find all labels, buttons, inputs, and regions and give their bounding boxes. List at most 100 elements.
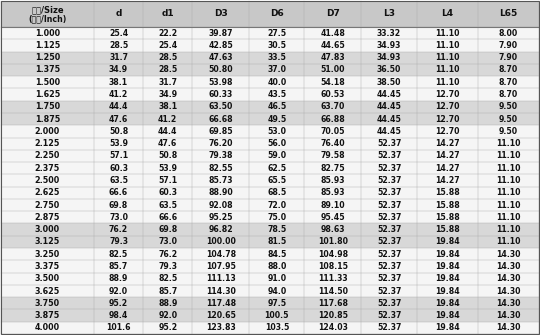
Text: 34.93: 34.93 [377, 41, 401, 50]
Text: 19.84: 19.84 [435, 323, 460, 332]
Text: 15.88: 15.88 [435, 213, 460, 222]
Text: 28.5: 28.5 [158, 53, 177, 62]
Text: 94.0: 94.0 [267, 286, 287, 295]
Text: 52.37: 52.37 [377, 201, 401, 210]
Text: 1.500: 1.500 [35, 78, 60, 87]
Text: 14.30: 14.30 [496, 299, 521, 308]
Text: 39.87: 39.87 [208, 28, 233, 38]
Text: 111.13: 111.13 [206, 274, 235, 283]
Text: 19.84: 19.84 [435, 274, 460, 283]
Text: 76.40: 76.40 [321, 139, 345, 148]
Text: 52.37: 52.37 [377, 311, 401, 320]
Text: 103.5: 103.5 [265, 323, 289, 332]
Text: 3.750: 3.750 [35, 299, 60, 308]
Text: 79.38: 79.38 [208, 151, 233, 160]
Text: 22.2: 22.2 [158, 28, 177, 38]
Bar [1, 138, 539, 150]
Text: 44.4: 44.4 [158, 127, 178, 136]
Text: 104.98: 104.98 [318, 250, 348, 259]
Text: 15.88: 15.88 [435, 188, 460, 197]
Text: 2.750: 2.750 [35, 201, 60, 210]
Text: 63.50: 63.50 [208, 102, 233, 111]
Text: 11.10: 11.10 [435, 41, 460, 50]
Text: 85.93: 85.93 [321, 176, 345, 185]
Text: 57.1: 57.1 [158, 176, 177, 185]
Text: 52.37: 52.37 [377, 274, 401, 283]
Text: 78.5: 78.5 [267, 225, 287, 234]
Text: 8.00: 8.00 [499, 28, 518, 38]
Bar [1, 285, 539, 297]
Text: 69.8: 69.8 [109, 201, 128, 210]
Text: 76.20: 76.20 [208, 139, 233, 148]
Text: 36.50: 36.50 [377, 65, 401, 74]
Text: 53.0: 53.0 [267, 127, 286, 136]
Text: 3.500: 3.500 [35, 274, 60, 283]
Text: 63.70: 63.70 [321, 102, 345, 111]
Text: 117.48: 117.48 [206, 299, 236, 308]
Text: 52.37: 52.37 [377, 286, 401, 295]
Text: 79.3: 79.3 [109, 238, 128, 247]
Text: 14.27: 14.27 [435, 151, 460, 160]
Text: 41.48: 41.48 [321, 28, 346, 38]
Text: 92.0: 92.0 [158, 311, 177, 320]
Text: 56.0: 56.0 [267, 139, 286, 148]
Text: 2.625: 2.625 [35, 188, 60, 197]
Text: 52.37: 52.37 [377, 250, 401, 259]
Text: d1: d1 [161, 9, 174, 18]
Text: 11.10: 11.10 [435, 65, 460, 74]
Bar [1, 101, 539, 113]
Text: 101.6: 101.6 [106, 323, 131, 332]
Text: 82.5: 82.5 [158, 274, 177, 283]
Text: 9.50: 9.50 [499, 102, 518, 111]
Text: 123.83: 123.83 [206, 323, 235, 332]
Text: 15.88: 15.88 [435, 201, 460, 210]
Bar [1, 297, 539, 310]
Text: 44.45: 44.45 [376, 90, 402, 99]
Bar [1, 27, 539, 39]
Text: 31.7: 31.7 [109, 53, 128, 62]
Text: 9.50: 9.50 [499, 115, 518, 124]
Text: 25.4: 25.4 [109, 28, 128, 38]
Text: 98.63: 98.63 [321, 225, 345, 234]
Text: 31.7: 31.7 [158, 78, 177, 87]
Text: 76.2: 76.2 [158, 250, 177, 259]
Bar [1, 1, 539, 27]
Text: 60.3: 60.3 [158, 188, 177, 197]
Text: 53.98: 53.98 [208, 78, 233, 87]
Text: 52.37: 52.37 [377, 323, 401, 332]
Text: 100.00: 100.00 [206, 238, 236, 247]
Bar [1, 150, 539, 162]
Text: 7.90: 7.90 [499, 41, 518, 50]
Bar [1, 322, 539, 334]
Text: 14.30: 14.30 [496, 262, 521, 271]
Text: 44.45: 44.45 [376, 115, 402, 124]
Text: 2.250: 2.250 [35, 151, 60, 160]
Text: 11.10: 11.10 [435, 78, 460, 87]
Text: 14.30: 14.30 [496, 286, 521, 295]
Text: 47.83: 47.83 [321, 53, 345, 62]
Text: 37.0: 37.0 [267, 65, 286, 74]
Bar [1, 187, 539, 199]
Text: 88.9: 88.9 [109, 274, 128, 283]
Text: 15.88: 15.88 [435, 225, 460, 234]
Text: 2.000: 2.000 [35, 127, 60, 136]
Text: 98.4: 98.4 [109, 311, 128, 320]
Text: 12.70: 12.70 [435, 90, 460, 99]
Text: D6: D6 [270, 9, 284, 18]
Text: 41.2: 41.2 [109, 90, 128, 99]
Text: 52.37: 52.37 [377, 238, 401, 247]
Text: 75.0: 75.0 [267, 213, 286, 222]
Text: 1.375: 1.375 [35, 65, 60, 74]
Text: 2.125: 2.125 [35, 139, 60, 148]
Text: 79.58: 79.58 [321, 151, 345, 160]
Text: 38.1: 38.1 [158, 102, 177, 111]
Bar [1, 88, 539, 101]
Text: 66.6: 66.6 [158, 213, 177, 222]
Text: 11.10: 11.10 [435, 28, 460, 38]
Text: 50.80: 50.80 [208, 65, 233, 74]
Text: 69.85: 69.85 [208, 127, 233, 136]
Text: 11.10: 11.10 [496, 164, 521, 173]
Text: 19.84: 19.84 [435, 286, 460, 295]
Text: 57.1: 57.1 [109, 151, 128, 160]
Text: 51.00: 51.00 [321, 65, 345, 74]
